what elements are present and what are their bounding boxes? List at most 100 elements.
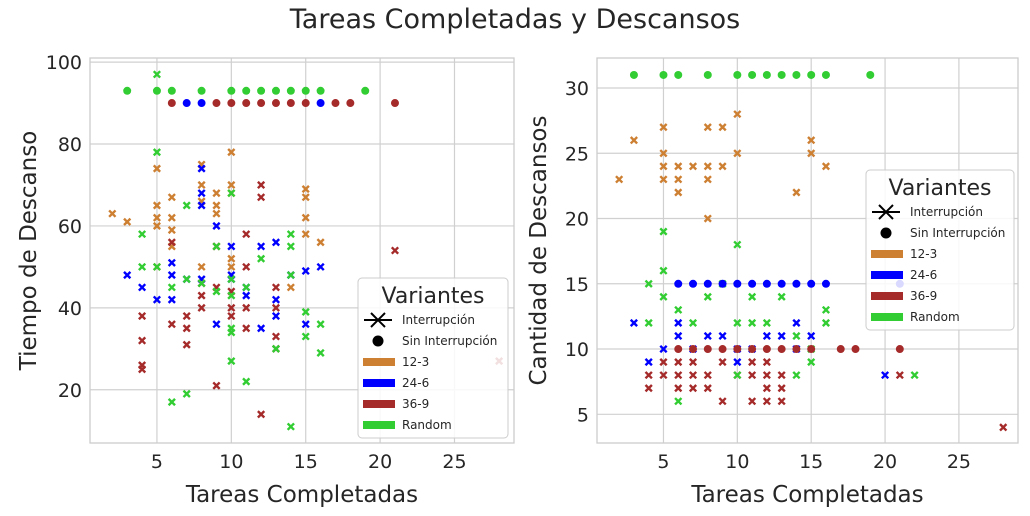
chart1-point-36-9-x bbox=[139, 337, 145, 343]
chart2-point-36-9-o bbox=[763, 345, 771, 353]
chart2-point-12-3-x bbox=[719, 163, 725, 169]
chart2-point-36-9-x bbox=[719, 359, 725, 365]
chart1-point-24-6-x bbox=[273, 296, 279, 302]
chart1-legend-label: 12-3 bbox=[402, 355, 429, 369]
chart2-point-Random-x bbox=[749, 294, 755, 300]
chart2-point-24-6-o bbox=[733, 280, 741, 288]
chart1-point-Random-x bbox=[139, 231, 145, 237]
chart2-point-24-6-o bbox=[704, 280, 712, 288]
chart2-legend-swatch-36-9 bbox=[871, 292, 903, 300]
chart2-point-24-6-x bbox=[675, 320, 681, 326]
chart2-point-36-9-x bbox=[897, 372, 903, 378]
chart2-legend-handle-dot bbox=[881, 228, 892, 239]
chart2-point-Random-x bbox=[793, 333, 799, 339]
chart2-point-Random-o bbox=[822, 71, 830, 79]
chart1-ytick-label: 60 bbox=[58, 216, 82, 238]
chart1-ytick-label: 40 bbox=[58, 298, 82, 320]
chart1-legend: Variantes Interrupción Sin Interrupción 12-… bbox=[358, 278, 508, 438]
chart2-legend-label: 36-9 bbox=[910, 289, 937, 303]
chart2-point-24-6-o bbox=[689, 280, 697, 288]
chart1-point-36-9-x bbox=[392, 247, 398, 253]
chart1-point-Random-o bbox=[302, 87, 310, 95]
chart1-point-12-3-x bbox=[213, 190, 219, 196]
chart2-point-24-6-o bbox=[792, 280, 800, 288]
chart1-point-Random-o bbox=[242, 87, 250, 95]
chart1-point-Random-o bbox=[123, 87, 131, 95]
chart2-point-36-9-x bbox=[690, 385, 696, 391]
chart1-point-24-6-x bbox=[139, 284, 145, 290]
chart1-point-24-6-x bbox=[169, 272, 175, 278]
chart1-xtick-label: 25 bbox=[442, 451, 466, 473]
chart1-point-Random-x bbox=[317, 321, 323, 327]
chart2-point-24-6-x bbox=[705, 333, 711, 339]
chart2-point-24-6-x bbox=[764, 333, 770, 339]
chart2-legend-swatch-12-3 bbox=[871, 250, 903, 258]
chart2-point-36-9-o bbox=[719, 345, 727, 353]
chart1-point-12-3-x bbox=[213, 210, 219, 216]
chart1-point-Random-x bbox=[184, 202, 190, 208]
chart2-point-36-9-o bbox=[792, 345, 800, 353]
chart1-point-Random-x bbox=[288, 231, 294, 237]
chart1-point-Random-o bbox=[287, 87, 295, 95]
chart2-point-36-9-x bbox=[646, 385, 652, 391]
chart2-point-Random-x bbox=[690, 320, 696, 326]
chart2-point-24-6-x bbox=[719, 333, 725, 339]
chart2-point-36-9-x bbox=[690, 372, 696, 378]
chart2-point-Random-x bbox=[675, 307, 681, 313]
chart1-point-36-9-x bbox=[139, 313, 145, 319]
chart1-legend-label: Sin Interrupción bbox=[402, 334, 497, 348]
chart1-xtick-label: 15 bbox=[294, 451, 318, 473]
chart1-point-Random-x bbox=[288, 272, 294, 278]
chart2-point-24-6-x bbox=[793, 320, 799, 326]
chart2-xtick-label: 10 bbox=[725, 451, 749, 473]
chart2-point-36-9-x bbox=[705, 372, 711, 378]
chart2-point-36-9-o bbox=[733, 345, 741, 353]
chart2-point-Random-x bbox=[793, 372, 799, 378]
chart2-point-36-9-x bbox=[778, 385, 784, 391]
chart2-ytick-label: 25 bbox=[565, 143, 589, 165]
chart1-point-12-3-x bbox=[109, 210, 115, 216]
chart1-point-36-9-x bbox=[258, 411, 264, 417]
chart1-point-Random-x bbox=[243, 284, 249, 290]
chart1-legend-swatch-24-6 bbox=[363, 379, 395, 387]
chart1-point-12-3-x bbox=[317, 239, 323, 245]
chart1-point-36-9-x bbox=[184, 325, 190, 331]
chart1-point-Random-x bbox=[139, 264, 145, 270]
chart1-point-12-3-x bbox=[169, 215, 175, 221]
chart1-legend-label: Random bbox=[402, 418, 452, 432]
chart2-legend-label: Sin Interrupción bbox=[910, 226, 1005, 240]
chart1-point-36-9-x bbox=[198, 292, 204, 298]
chart2-point-36-9-x bbox=[764, 372, 770, 378]
chart2-point-12-3-x bbox=[675, 189, 681, 195]
chart2-point-36-9-o bbox=[748, 345, 756, 353]
chart2-point-36-9-x bbox=[749, 398, 755, 404]
chart2-point-12-3-x bbox=[793, 189, 799, 195]
chart1-point-Random-x bbox=[213, 288, 219, 294]
chart1-point-24-6-o bbox=[317, 99, 325, 107]
chart1-legend-swatch-12-3 bbox=[363, 358, 395, 366]
chart1-point-Random-x bbox=[258, 255, 264, 261]
chart1-point-12-3-x bbox=[213, 202, 219, 208]
chart1-point-Random-x bbox=[288, 243, 294, 249]
chart1-point-24-6-x bbox=[273, 239, 279, 245]
chart2-legend-label: Random bbox=[910, 310, 960, 324]
chart2-point-Random-o bbox=[792, 71, 800, 79]
chart1-legend-swatch-36-9 bbox=[363, 400, 395, 408]
chart1-point-Random-x bbox=[273, 346, 279, 352]
chart2-point-Random-o bbox=[704, 71, 712, 79]
chart2-ytick-label: 15 bbox=[565, 274, 589, 296]
chart2-point-Random-x bbox=[764, 320, 770, 326]
chart1-point-36-9-x bbox=[139, 366, 145, 372]
chart1-point-36-9-x bbox=[184, 342, 190, 348]
chart1-legend-label: Interrupción bbox=[402, 313, 475, 327]
chart2-point-24-6-o bbox=[748, 280, 756, 288]
chart2-point-36-9-x bbox=[690, 359, 696, 365]
chart2-legend: VariantesInterrupciónSin Interrupción12-… bbox=[866, 170, 1014, 330]
chart1-x-axis-label: Tareas Completadas bbox=[185, 482, 418, 508]
chart2-point-24-6-o bbox=[778, 280, 786, 288]
chart1-ytick-label: 100 bbox=[46, 52, 82, 74]
chart1-xtick-label: 5 bbox=[151, 451, 163, 473]
chart1-point-Random-o bbox=[168, 87, 176, 95]
chart2-point-36-9-o bbox=[704, 345, 712, 353]
